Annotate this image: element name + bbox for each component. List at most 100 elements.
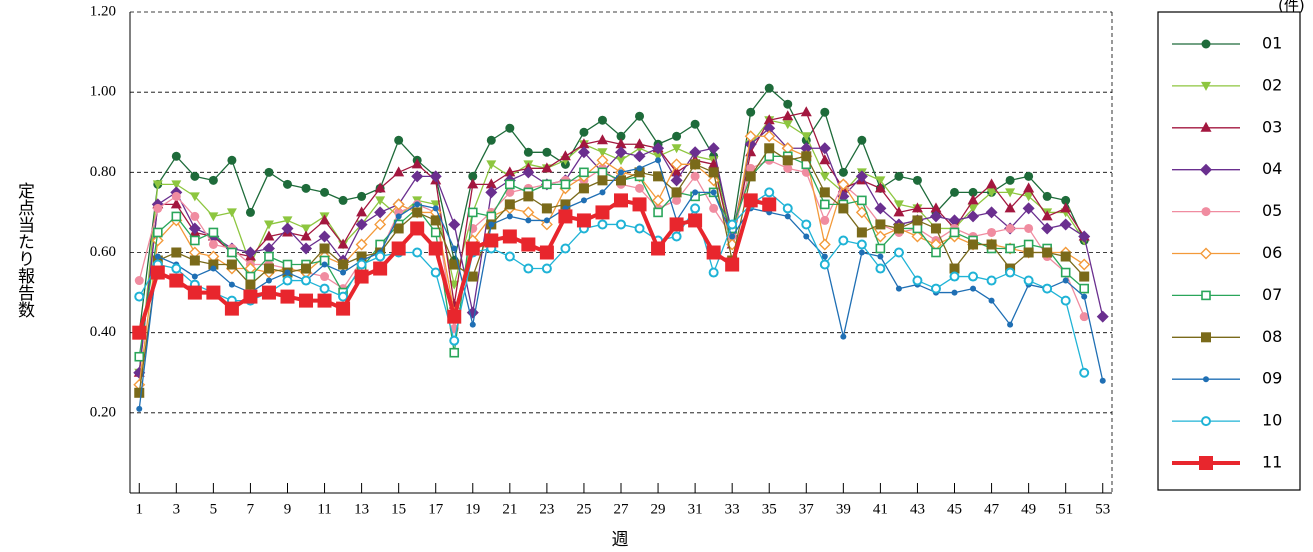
marker xyxy=(1199,456,1213,470)
marker xyxy=(743,193,758,208)
marker xyxy=(1200,163,1212,176)
marker xyxy=(1042,283,1053,294)
marker xyxy=(986,275,997,286)
marker xyxy=(615,138,627,149)
marker xyxy=(819,187,830,198)
marker xyxy=(783,99,793,109)
marker xyxy=(635,183,645,193)
marker xyxy=(355,218,368,231)
marker xyxy=(782,155,793,166)
marker xyxy=(874,230,887,243)
marker xyxy=(855,170,868,183)
marker xyxy=(317,293,332,308)
marker xyxy=(875,243,886,254)
marker xyxy=(746,107,756,117)
marker xyxy=(893,200,904,210)
marker xyxy=(432,205,439,212)
marker xyxy=(1201,332,1211,343)
marker xyxy=(227,247,237,258)
marker xyxy=(819,259,830,270)
marker xyxy=(708,167,719,178)
marker xyxy=(838,235,849,246)
marker xyxy=(320,187,330,197)
marker xyxy=(729,233,736,240)
marker xyxy=(206,285,221,300)
marker xyxy=(1060,295,1071,306)
marker xyxy=(430,200,441,210)
marker xyxy=(208,175,218,185)
marker xyxy=(338,291,349,302)
marker xyxy=(671,144,682,154)
marker xyxy=(801,151,812,162)
marker xyxy=(244,246,257,259)
marker xyxy=(803,233,810,240)
marker xyxy=(671,231,682,242)
marker xyxy=(1200,247,1212,260)
marker xyxy=(488,221,495,228)
marker xyxy=(134,291,145,302)
marker xyxy=(1041,210,1053,221)
legend-label: 04 xyxy=(1262,159,1282,178)
marker xyxy=(1005,175,1015,185)
marker xyxy=(632,197,647,212)
marker xyxy=(154,253,161,260)
marker xyxy=(745,171,756,182)
y-tick-label: 0.20 xyxy=(90,404,116,420)
marker xyxy=(1060,202,1072,213)
marker xyxy=(467,207,478,218)
marker xyxy=(393,223,404,234)
x-tick-label: 39 xyxy=(836,501,851,517)
x-tick-label: 23 xyxy=(539,501,554,517)
marker xyxy=(301,275,312,286)
x-tick-label: 21 xyxy=(502,501,517,517)
marker xyxy=(1005,188,1016,198)
marker xyxy=(282,259,293,270)
marker xyxy=(633,150,646,163)
marker xyxy=(171,211,182,222)
marker xyxy=(764,187,775,198)
x-tick-label: 45 xyxy=(947,501,962,517)
marker xyxy=(782,120,793,130)
marker xyxy=(171,191,181,201)
marker xyxy=(653,171,664,182)
marker xyxy=(282,275,293,286)
marker xyxy=(988,297,995,304)
marker xyxy=(188,222,201,235)
marker xyxy=(208,239,218,249)
marker xyxy=(837,178,850,191)
marker xyxy=(840,333,847,340)
marker xyxy=(968,187,978,197)
series xyxy=(134,151,1090,362)
marker xyxy=(948,214,961,227)
marker xyxy=(616,156,626,166)
marker xyxy=(208,212,219,222)
marker xyxy=(171,263,182,274)
marker xyxy=(319,243,330,254)
x-tick-label: 13 xyxy=(354,501,369,517)
marker xyxy=(1059,218,1072,231)
series-line xyxy=(138,135,1085,385)
marker xyxy=(523,263,534,274)
marker xyxy=(280,289,295,304)
series xyxy=(134,187,1090,378)
marker xyxy=(541,162,553,173)
marker xyxy=(597,219,608,230)
marker xyxy=(171,151,181,161)
marker xyxy=(224,301,239,316)
marker xyxy=(134,351,145,362)
marker xyxy=(208,227,219,238)
legend-label: 09 xyxy=(1262,369,1282,388)
marker xyxy=(354,269,369,284)
marker xyxy=(596,154,609,167)
marker xyxy=(355,238,368,251)
marker xyxy=(875,263,886,274)
marker xyxy=(208,259,219,270)
marker xyxy=(337,238,349,249)
marker xyxy=(651,241,666,256)
marker xyxy=(782,203,793,214)
legend-label: 02 xyxy=(1262,75,1282,94)
marker xyxy=(1200,121,1212,132)
series xyxy=(132,193,777,340)
marker xyxy=(764,143,775,154)
marker xyxy=(393,166,405,177)
